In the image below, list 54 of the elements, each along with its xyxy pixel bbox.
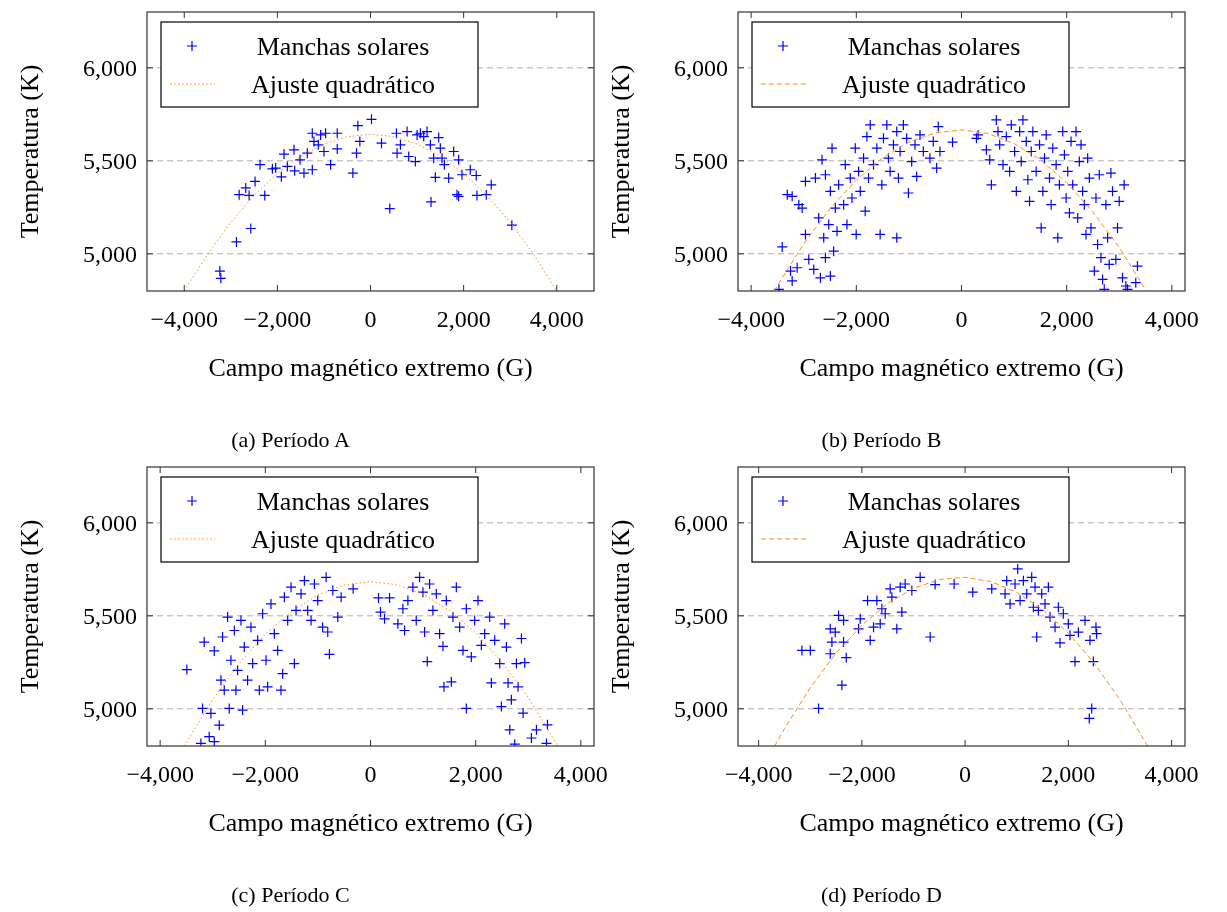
- x-tick-label: −2,000: [828, 761, 896, 787]
- y-tick-label: 5,500: [83, 147, 137, 174]
- y-axis-title: Temperatura (K): [606, 519, 635, 694]
- legend-label: Ajuste quadrático: [841, 525, 1027, 554]
- y-tick-label: 5,500: [674, 147, 728, 174]
- x-axis-title: Campo magnético extremo (G): [208, 353, 533, 382]
- y-axis-title: Temperatura (K): [15, 64, 44, 239]
- text: (a) Período A: [231, 427, 350, 452]
- x-tick-label: 4,000: [1144, 306, 1199, 332]
- x-tick-label: 2,000: [436, 306, 491, 332]
- legend-label: Manchas solares: [847, 487, 1021, 516]
- line-series: [183, 133, 558, 291]
- x-tick-label: −4,000: [717, 306, 785, 332]
- text: (d) Período D: [821, 882, 942, 907]
- y-tick-label: 6,000: [674, 54, 728, 81]
- x-tick-label: 0: [959, 761, 972, 787]
- text: (c) Período C: [231, 882, 350, 907]
- line-series: [774, 576, 1149, 746]
- x-tick-label: 4,000: [553, 761, 608, 787]
- x-tick-label: −2,000: [243, 306, 312, 332]
- x-tick-label: −2,000: [822, 306, 891, 332]
- x-tick-label: 0: [364, 306, 377, 332]
- x-tick-label: 4,000: [1144, 761, 1199, 787]
- legend-label: Manchas solares: [847, 32, 1021, 61]
- y-tick-label: 5,000: [674, 695, 728, 722]
- y-tick-label: 6,000: [83, 509, 137, 536]
- x-tick-label: 4,000: [529, 306, 584, 332]
- legend-label: Manchas solares: [256, 32, 430, 61]
- y-tick-label: 6,000: [83, 54, 137, 81]
- x-tick-label: −2,000: [231, 761, 300, 787]
- x-tick-label: −4,000: [724, 761, 793, 787]
- y-tick-label: 5,000: [674, 240, 728, 267]
- y-tick-label: 5,000: [83, 240, 137, 267]
- x-axis-title: Campo magnético extremo (G): [799, 808, 1124, 837]
- y-tick-label: 5,500: [83, 602, 137, 629]
- legend-label: Ajuste quadrático: [841, 70, 1027, 99]
- y-tick-label: 5,500: [674, 602, 728, 629]
- y-tick-label: 6,000: [674, 509, 728, 536]
- x-tick-label: −4,000: [150, 306, 219, 332]
- x-tick-label: 2,000: [448, 761, 503, 787]
- y-tick-label: 5,000: [83, 695, 137, 722]
- y-axis-title: Temperatura (K): [606, 64, 635, 239]
- x-tick-label: 0: [364, 761, 377, 787]
- legend-label: Ajuste quadrático: [250, 525, 436, 554]
- x-axis-title: Campo magnético extremo (G): [208, 808, 533, 837]
- x-axis-title: Campo magnético extremo (G): [799, 353, 1124, 382]
- x-tick-label: 0: [955, 306, 968, 332]
- x-tick-label: 2,000: [1041, 761, 1096, 787]
- legend-label: Ajuste quadrático: [250, 70, 436, 99]
- text: (b) Período B: [821, 427, 942, 452]
- legend-label: Manchas solares: [256, 487, 430, 516]
- y-axis-title: Temperatura (K): [15, 519, 44, 694]
- x-tick-label: −4,000: [126, 761, 194, 787]
- x-tick-label: 2,000: [1039, 306, 1094, 332]
